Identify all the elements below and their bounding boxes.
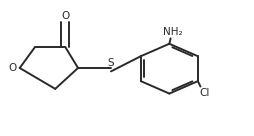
Text: NH₂: NH₂ <box>163 27 182 37</box>
Text: Cl: Cl <box>198 88 209 98</box>
Text: O: O <box>61 11 69 21</box>
Text: O: O <box>8 63 17 73</box>
Text: S: S <box>107 58 114 68</box>
